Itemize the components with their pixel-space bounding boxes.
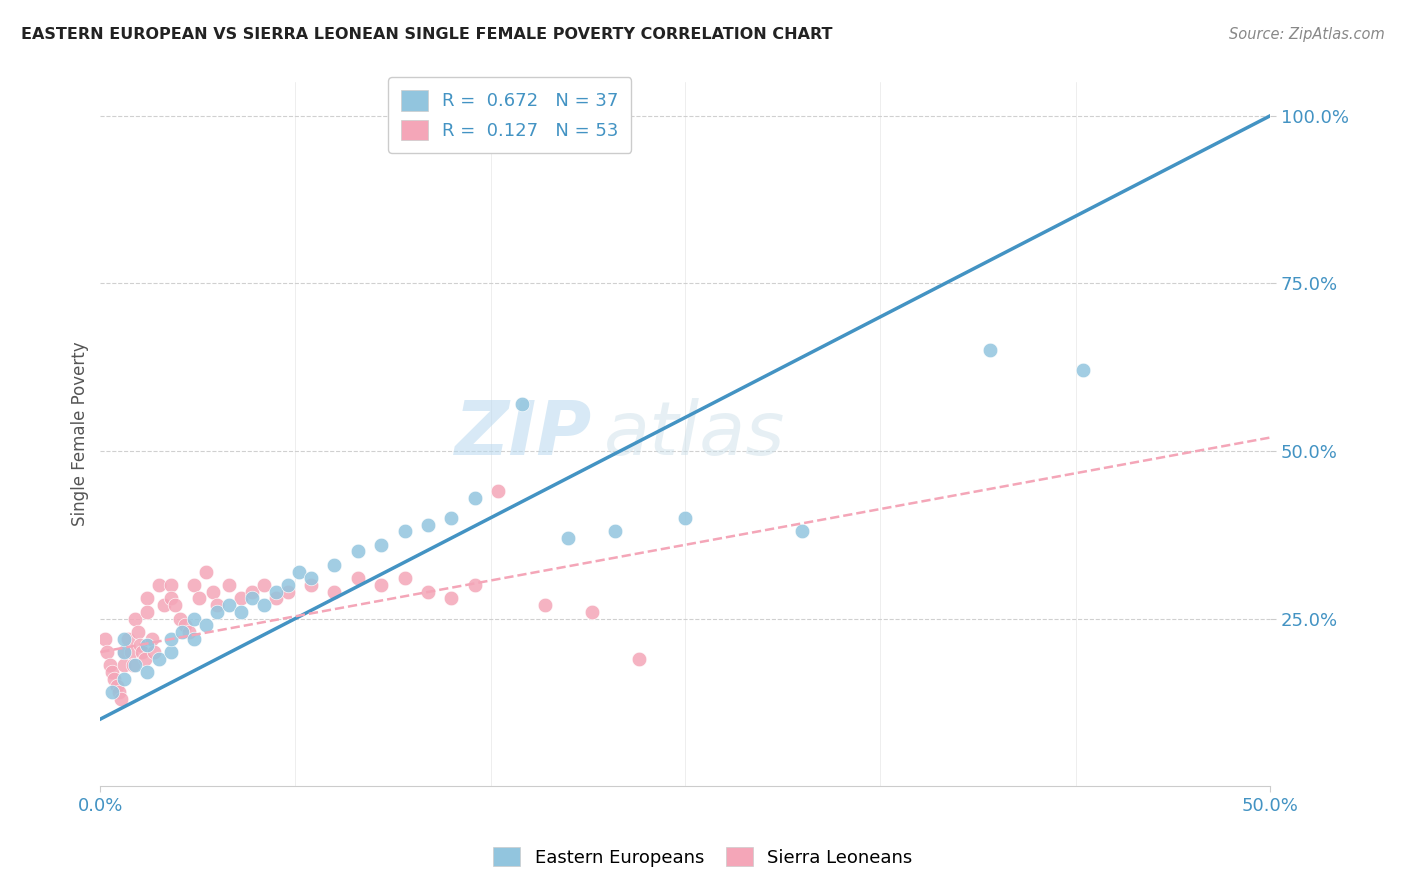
Point (277, 584, 299, 599)
Point (486, 484, 509, 499)
Point (1071, 363, 1094, 377)
Point (98, 658, 121, 673)
Point (112, 632, 135, 646)
Point (253, 578, 276, 592)
Point (394, 571, 416, 585)
Point (370, 538, 392, 552)
Point (440, 511, 463, 525)
Point (242, 584, 264, 599)
Point (264, 591, 287, 606)
Point (440, 591, 463, 606)
Point (253, 598, 276, 612)
Point (141, 632, 163, 646)
Point (112, 645, 135, 659)
Y-axis label: Single Female Poverty: Single Female Poverty (72, 342, 89, 526)
Point (183, 632, 205, 646)
Point (103, 672, 125, 686)
Point (112, 658, 135, 673)
Point (218, 578, 240, 592)
Point (605, 524, 627, 539)
Point (105, 679, 128, 693)
Point (394, 524, 416, 539)
Point (112, 672, 135, 686)
Point (131, 645, 153, 659)
Point (124, 658, 146, 673)
Point (346, 544, 368, 558)
Point (194, 565, 217, 579)
Point (159, 578, 181, 592)
Point (134, 652, 156, 666)
Point (152, 598, 174, 612)
Point (117, 632, 139, 646)
Point (169, 611, 191, 625)
Point (557, 531, 579, 545)
Point (187, 591, 209, 606)
Point (159, 645, 181, 659)
Point (510, 397, 533, 411)
Point (136, 665, 159, 680)
Point (172, 624, 194, 639)
Point (264, 584, 287, 599)
Point (148, 578, 170, 592)
Point (464, 578, 486, 592)
Point (323, 584, 346, 599)
Point (148, 652, 170, 666)
Point (94, 632, 117, 646)
Point (207, 605, 229, 619)
Point (627, 652, 650, 666)
Text: atlas: atlas (603, 398, 785, 470)
Point (127, 624, 149, 639)
Point (201, 584, 224, 599)
Point (179, 624, 201, 639)
Text: EASTERN EUROPEAN VS SIERRA LEONEAN SINGLE FEMALE POVERTY CORRELATION CHART: EASTERN EUROPEAN VS SIERRA LEONEAN SINGL… (21, 27, 832, 42)
Point (581, 605, 603, 619)
Point (124, 611, 146, 625)
Point (370, 578, 392, 592)
Point (416, 517, 439, 532)
Point (416, 584, 439, 599)
Point (277, 578, 299, 592)
Point (229, 591, 252, 606)
Point (229, 605, 252, 619)
Point (183, 578, 205, 592)
Point (534, 598, 557, 612)
Point (346, 571, 368, 585)
Point (120, 645, 142, 659)
Point (129, 638, 152, 652)
Point (242, 591, 264, 606)
Point (112, 645, 135, 659)
Point (464, 491, 486, 505)
Legend: Eastern Europeans, Sierra Leoneans: Eastern Europeans, Sierra Leoneans (486, 840, 920, 874)
Point (136, 605, 159, 619)
Point (159, 591, 181, 606)
Point (323, 558, 346, 572)
Point (165, 598, 187, 612)
Point (173, 618, 195, 632)
Point (979, 343, 1001, 358)
Point (218, 598, 240, 612)
Point (101, 685, 124, 699)
Point (122, 658, 145, 673)
Point (136, 638, 159, 652)
Point (288, 565, 311, 579)
Point (299, 571, 322, 585)
Point (299, 578, 322, 592)
Point (792, 524, 814, 539)
Point (101, 665, 124, 680)
Point (136, 591, 159, 606)
Point (96, 645, 118, 659)
Point (108, 685, 131, 699)
Point (194, 618, 217, 632)
Point (673, 511, 696, 525)
Point (207, 598, 229, 612)
Point (110, 692, 132, 706)
Point (159, 632, 181, 646)
Text: ZIP: ZIP (454, 398, 592, 471)
Legend: R =  0.672   N = 37, R =  0.127   N = 53: R = 0.672 N = 37, R = 0.127 N = 53 (388, 77, 631, 153)
Point (183, 611, 205, 625)
Text: Source: ZipAtlas.com: Source: ZipAtlas.com (1229, 27, 1385, 42)
Point (143, 645, 166, 659)
